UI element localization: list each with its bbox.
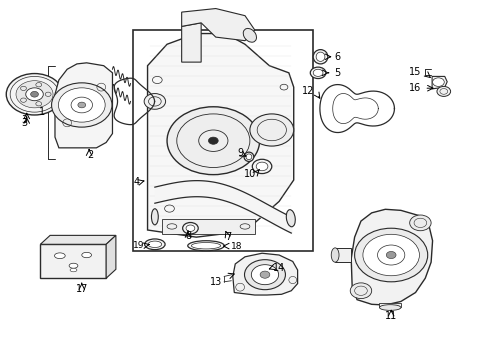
Circle shape <box>251 265 279 285</box>
Polygon shape <box>335 248 351 262</box>
Polygon shape <box>162 219 255 234</box>
Circle shape <box>260 271 270 278</box>
Polygon shape <box>351 209 433 305</box>
Polygon shape <box>432 76 447 89</box>
Polygon shape <box>40 235 116 244</box>
Circle shape <box>16 81 53 108</box>
Circle shape <box>183 222 198 234</box>
Text: 15: 15 <box>409 67 421 77</box>
Text: 12: 12 <box>302 86 315 96</box>
Text: 17: 17 <box>75 284 88 294</box>
Text: 6: 6 <box>334 52 340 62</box>
Polygon shape <box>106 235 116 278</box>
Text: 1: 1 <box>39 107 45 117</box>
Text: 4: 4 <box>134 177 140 187</box>
Text: 5: 5 <box>334 68 341 78</box>
Polygon shape <box>182 23 201 62</box>
Ellipse shape <box>331 248 339 262</box>
Circle shape <box>250 114 294 146</box>
Ellipse shape <box>188 241 224 251</box>
Circle shape <box>144 94 166 109</box>
Ellipse shape <box>151 209 158 225</box>
Circle shape <box>363 234 419 276</box>
Ellipse shape <box>313 69 323 76</box>
Text: 18: 18 <box>231 242 243 251</box>
Ellipse shape <box>145 239 165 249</box>
Circle shape <box>6 73 63 115</box>
Text: 14: 14 <box>273 263 286 273</box>
Polygon shape <box>379 303 401 307</box>
Circle shape <box>437 86 451 96</box>
Ellipse shape <box>69 263 78 268</box>
Ellipse shape <box>316 52 325 62</box>
Circle shape <box>51 83 112 127</box>
Circle shape <box>208 137 218 144</box>
Ellipse shape <box>246 154 252 159</box>
Ellipse shape <box>310 67 326 78</box>
Circle shape <box>58 88 105 122</box>
Text: 11: 11 <box>385 311 397 321</box>
Polygon shape <box>55 63 113 148</box>
Circle shape <box>350 283 372 298</box>
Ellipse shape <box>286 210 295 227</box>
Text: 10: 10 <box>244 168 256 179</box>
Ellipse shape <box>82 252 92 258</box>
Circle shape <box>252 159 272 174</box>
Bar <box>133 30 313 251</box>
Text: 19: 19 <box>133 240 144 249</box>
Circle shape <box>410 215 431 231</box>
Polygon shape <box>233 253 297 295</box>
Text: 7: 7 <box>225 232 231 242</box>
Ellipse shape <box>70 268 77 272</box>
Text: 2: 2 <box>87 150 93 160</box>
Polygon shape <box>147 33 294 237</box>
Circle shape <box>386 251 396 258</box>
Ellipse shape <box>192 243 220 249</box>
Polygon shape <box>40 244 106 278</box>
Circle shape <box>78 102 86 108</box>
Polygon shape <box>182 9 255 41</box>
Text: 9: 9 <box>238 148 244 158</box>
Text: 8: 8 <box>185 231 191 241</box>
Ellipse shape <box>379 305 401 310</box>
Text: 16: 16 <box>409 83 421 93</box>
Ellipse shape <box>313 50 328 64</box>
Circle shape <box>245 260 286 290</box>
Circle shape <box>186 225 195 231</box>
Circle shape <box>355 228 428 282</box>
Ellipse shape <box>243 28 256 42</box>
Circle shape <box>26 88 43 101</box>
Text: 3: 3 <box>22 118 28 128</box>
Circle shape <box>433 78 444 86</box>
Ellipse shape <box>54 253 65 258</box>
Circle shape <box>167 107 260 175</box>
Circle shape <box>30 91 38 97</box>
Ellipse shape <box>148 241 162 248</box>
Text: 13: 13 <box>210 277 222 287</box>
Ellipse shape <box>244 152 254 161</box>
Text: 3: 3 <box>22 115 28 125</box>
Circle shape <box>256 162 268 171</box>
